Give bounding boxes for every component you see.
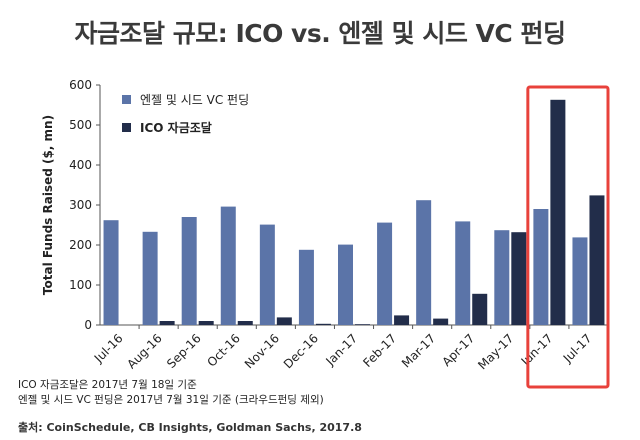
bar-ico-funding — [159, 321, 175, 325]
bar-vc-funding — [455, 221, 471, 325]
bar-ico-funding — [198, 321, 214, 325]
x-tick-label: Apr-17 — [439, 331, 477, 369]
x-tick-label: Jan-17 — [323, 331, 361, 369]
bar-ico-funding — [511, 232, 527, 325]
legend-swatch — [122, 123, 131, 132]
y-axis-label: Total Funds Raised ($, mn) — [41, 115, 55, 295]
x-tick-label: May-17 — [475, 331, 516, 372]
bar-vc-funding — [142, 231, 158, 325]
bar-vc-funding — [103, 220, 119, 325]
bar-vc-funding — [416, 200, 432, 325]
bar-vc-funding — [338, 244, 353, 325]
bar-vc-funding — [220, 206, 236, 325]
bar-vc-funding — [377, 222, 393, 325]
bar-ico-funding — [237, 321, 253, 325]
bar-ico-funding — [433, 318, 449, 325]
footnote-ico: ICO 자금조달은 2017년 7월 18일 기준 — [18, 379, 197, 391]
legend-swatch — [122, 95, 131, 104]
x-tick-label: Sep-16 — [164, 331, 204, 371]
x-tick-label: Mar-17 — [399, 331, 438, 370]
y-tick-label: 600 — [69, 78, 92, 92]
y-tick-label: 500 — [69, 118, 92, 132]
bar-vc-funding — [298, 249, 314, 325]
bar-ico-funding — [355, 324, 370, 325]
x-tick-label: Feb-17 — [360, 331, 399, 370]
bar-vc-funding — [572, 237, 588, 325]
bar-vc-funding — [181, 217, 197, 325]
bar-vc-funding — [259, 224, 275, 325]
x-tick-label: Jul-16 — [91, 331, 126, 366]
y-tick-label: 200 — [69, 238, 92, 252]
y-tick-label: 0 — [84, 318, 92, 332]
legend-label: ICO 자금조달 — [140, 120, 212, 135]
highlight-box — [526, 85, 610, 389]
x-tick-label: Aug-16 — [124, 331, 164, 371]
bar-vc-funding — [533, 209, 549, 325]
source-note: 출처: CoinSchedule, CB Insights, Goldman S… — [18, 421, 362, 434]
x-tick-label: Nov-16 — [242, 331, 282, 371]
y-tick-label: 300 — [69, 198, 92, 212]
bar-ico-funding — [276, 317, 292, 325]
bar-ico-funding — [394, 315, 410, 325]
bar-ico-funding — [315, 323, 331, 325]
bar-ico-funding — [589, 195, 605, 325]
y-tick-label: 100 — [69, 278, 92, 292]
chart-title: 자금조달 규모: ICO vs. 엔젤 및 시드 VC 펀딩 — [74, 19, 566, 48]
bar-vc-funding — [494, 230, 510, 325]
bar-ico-funding — [550, 99, 566, 325]
bar-ico-funding — [472, 293, 488, 325]
y-tick-label: 400 — [69, 158, 92, 172]
x-tick-label: Jul-17 — [560, 331, 595, 366]
x-tick-label: Jun-17 — [518, 331, 556, 369]
x-tick-label: Dec-16 — [281, 331, 321, 371]
footnote-vc: 엔젤 및 시드 VC 펀딩은 2017년 7월 31일 기준 (크라우드펀딩 제… — [18, 394, 324, 406]
x-tick-label: Oct-16 — [204, 331, 242, 369]
legend-label: 엔젤 및 시드 VC 펀딩 — [140, 93, 249, 107]
